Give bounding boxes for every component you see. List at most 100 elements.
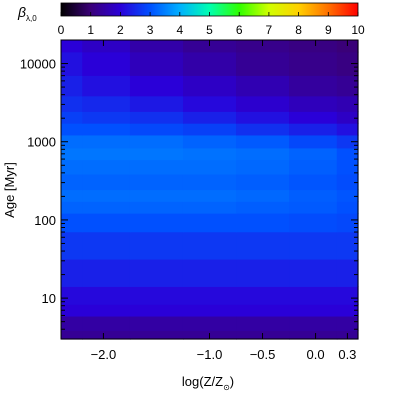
heatmap-cell (336, 213, 359, 233)
heatmap-cell (336, 304, 359, 317)
y-tick-label: 100 (34, 213, 56, 228)
heatmap-cell (236, 201, 290, 214)
heatmap-cell (336, 159, 359, 175)
heatmap-cell (61, 189, 83, 202)
heatmap-cell (61, 147, 83, 161)
heatmap-cell (61, 95, 83, 112)
heatmap-cell (82, 304, 131, 317)
heatmap-cell (129, 159, 184, 175)
heatmap-cell (129, 231, 184, 260)
plot-area: −2.0 −1.0 −0.5 0.0 0.3 10 100 1000 10000 (20, 39, 359, 362)
heatmap-cell (236, 51, 290, 76)
heatmap-cell (61, 173, 83, 191)
heatmap-cell (82, 134, 131, 149)
heatmap-cell (182, 304, 237, 317)
heatmap-cell (82, 315, 131, 331)
heatmap-cell (82, 259, 131, 287)
heatmap-cell (182, 51, 237, 76)
heatmap-cell (289, 134, 338, 149)
heatmap-cell (129, 123, 184, 136)
heatmap-cell (236, 95, 290, 112)
heatmap-cell (129, 95, 184, 112)
heatmap-cell (129, 147, 184, 161)
y-axis-label: Age [Myr] (2, 162, 17, 218)
heatmap-cell (182, 134, 237, 149)
heatmap-cell (61, 123, 83, 136)
heatmap-cell (61, 330, 83, 340)
heatmap-cell (236, 159, 290, 175)
heatmap-cell (129, 315, 184, 331)
colorbar-tick-label: 4 (176, 23, 183, 37)
heatmap-cell (336, 259, 359, 287)
heatmap-cell (289, 259, 338, 287)
heatmap-cell (182, 286, 237, 305)
heatmap-cell (289, 159, 338, 175)
heatmap-cell (82, 95, 131, 112)
colorbar-tick-label: 9 (325, 23, 332, 37)
heatmap-cell (236, 304, 290, 317)
heatmap-cell (82, 51, 131, 76)
heatmap-cell (336, 147, 359, 161)
heatmap-cell (182, 213, 237, 233)
heatmap-cell (82, 111, 131, 124)
heatmap-cell (289, 304, 338, 317)
heatmap-cell (129, 75, 184, 97)
heatmap-cell (129, 286, 184, 305)
heatmap-cell (289, 123, 338, 136)
heatmap-cell (236, 147, 290, 161)
colorbar-tick-label: 7 (266, 23, 273, 37)
heatmap-cell (61, 201, 83, 214)
heatmap-cell (182, 189, 237, 202)
heatmap-cell (82, 201, 131, 214)
colorbar-tick-label: 1 (87, 23, 94, 37)
y-tick-label: 10000 (20, 57, 56, 72)
colorbar-tick-label: 6 (236, 23, 243, 37)
heatmap-cell (289, 330, 338, 340)
heatmap-cell (82, 123, 131, 136)
colorbar-tick-label: 5 (206, 23, 213, 37)
heatmap-cell (61, 134, 83, 149)
heatmap-cell (61, 111, 83, 124)
heatmap-cell (182, 315, 237, 331)
heatmap-cell (182, 259, 237, 287)
heatmap-cell (82, 40, 131, 53)
heatmap-cell (82, 147, 131, 161)
heatmap-cell (129, 40, 184, 53)
heatmap-cell (336, 173, 359, 191)
heatmap-cell (336, 95, 359, 112)
heatmap-cell (289, 75, 338, 97)
x-tick-label: −0.5 (250, 347, 276, 362)
heatmap-cell (129, 51, 184, 76)
heatmap-cell (129, 134, 184, 149)
heatmap-cell (182, 201, 237, 214)
heatmap-cell (61, 315, 83, 331)
heatmap-cell (82, 286, 131, 305)
heatmap-cell (129, 201, 184, 214)
heatmap-cell (82, 159, 131, 175)
heatmap-cell (336, 286, 359, 305)
heatmap-cell (336, 231, 359, 260)
heatmap-cell (289, 95, 338, 112)
heatmap-cell (336, 134, 359, 149)
heatmap-cell (236, 231, 290, 260)
y-tick-label: 10 (42, 291, 56, 306)
x-axis-label: log(Z/Z⊙) (182, 374, 234, 392)
heatmap-cell (236, 75, 290, 97)
x-axis-label-close: ) (230, 374, 234, 389)
heatmap-cell (129, 259, 184, 287)
heatmap-cell (129, 213, 184, 233)
heatmap-cell (289, 286, 338, 305)
x-tick-label: −2.0 (91, 347, 117, 362)
x-axis-ticks: −2.0 −1.0 −0.5 0.0 0.3 (91, 40, 356, 362)
y-axis-label-main: Age (2, 195, 17, 218)
colorbar-tick-label: 0 (58, 23, 65, 37)
colorbar: βλ,0 0 1 2 3 4 5 6 7 8 9 10 (17, 2, 365, 37)
heatmap-cell (61, 75, 83, 97)
colorbar-label-symbol: β (17, 4, 26, 20)
heatmap-cell (182, 111, 237, 124)
heatmap-cell (236, 173, 290, 191)
heatmap-cell (236, 111, 290, 124)
colorbar-tick-label: 10 (351, 23, 365, 37)
heatmap-cell (336, 111, 359, 124)
